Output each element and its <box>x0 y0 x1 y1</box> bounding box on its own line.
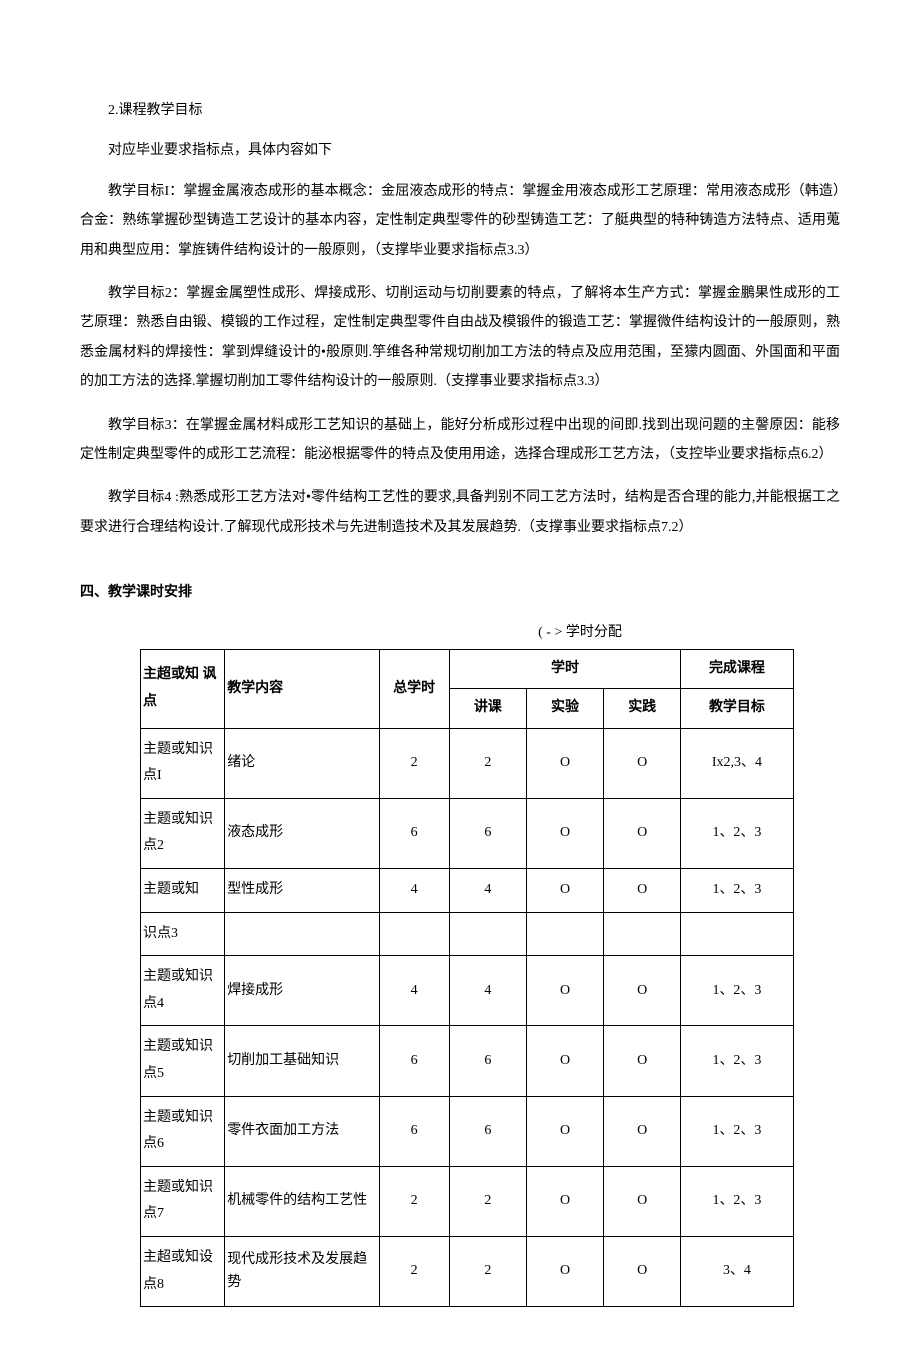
cell-prac: O <box>604 1096 681 1166</box>
cell-goal: 1、2、3 <box>681 956 793 1026</box>
cell-empty <box>225 912 379 956</box>
cell-topic: 主题或知识点5 <box>141 1026 225 1096</box>
cell-goal: 3、4 <box>681 1236 793 1306</box>
cell-topic: 主题或知识点7 <box>141 1166 225 1236</box>
cell-goal: 1、2、3 <box>681 869 793 913</box>
cell-empty <box>604 912 681 956</box>
cell-empty <box>681 912 793 956</box>
cell-topic: 主题或知识点4 <box>141 956 225 1026</box>
header-total: 总学时 <box>379 649 449 728</box>
cell-total: 6 <box>379 1096 449 1166</box>
hours-allocation-table: 主超或知 讽点 教学内容 总学时 学时 完成课程 讲课 实验 实践 教学目标 主… <box>140 649 794 1307</box>
cell-content: 焊接成形 <box>225 956 379 1026</box>
cell-exp: O <box>526 869 603 913</box>
cell-topic-split-btm: 识点3 <box>141 912 225 956</box>
cell-content: 机械零件的结构工艺性 <box>225 1166 379 1236</box>
table-row: 主题或知识点2 液态成形 6 6 O O 1、2、3 <box>141 798 794 868</box>
cell-total: 6 <box>379 798 449 868</box>
table-header-row-1: 主超或知 讽点 教学内容 总学时 学时 完成课程 <box>141 649 794 688</box>
cell-topic: 主题或知识点I <box>141 728 225 798</box>
cell-content: 液态成形 <box>225 798 379 868</box>
cell-total: 2 <box>379 1166 449 1236</box>
cell-total: 2 <box>379 728 449 798</box>
table-row: 主题或知识点6 零件衣面加工方法 6 6 O O 1、2、3 <box>141 1096 794 1166</box>
cell-lecture: 4 <box>449 869 526 913</box>
cell-topic: 主超或知设点8 <box>141 1236 225 1306</box>
cell-exp: O <box>526 1026 603 1096</box>
cell-lecture: 4 <box>449 956 526 1026</box>
table-row-split-bottom: 识点3 <box>141 912 794 956</box>
header-topic-text: 主超或知 讽点 <box>143 667 217 709</box>
cell-empty <box>449 912 526 956</box>
cell-lecture: 2 <box>449 1236 526 1306</box>
table-row: 主题或知识点7 机械零件的结构工艺性 2 2 O O 1、2、3 <box>141 1166 794 1236</box>
header-complete: 完成课程 <box>681 649 793 688</box>
header-topic: 主超或知 讽点 <box>141 649 225 728</box>
cell-total: 6 <box>379 1026 449 1096</box>
cell-goal: 1、2、3 <box>681 1096 793 1166</box>
goal-1-paragraph: 教学目标I：掌握金属液态成形的基本概念：金屈液态成形的特点：掌握金用液态成形工艺… <box>80 177 840 265</box>
cell-goal: 1、2、3 <box>681 798 793 868</box>
cell-lecture: 6 <box>449 1096 526 1166</box>
header-goal: 教学目标 <box>681 689 793 728</box>
cell-goal: 1、2、3 <box>681 1166 793 1236</box>
cell-content: 绪论 <box>225 728 379 798</box>
cell-content: 零件衣面加工方法 <box>225 1096 379 1166</box>
table-caption: ( - > 学时分配 <box>320 622 840 644</box>
cell-prac: O <box>604 728 681 798</box>
table-row: 主题或知识点I 绪论 2 2 O O Ix2,3、4 <box>141 728 794 798</box>
requirements-subtext: 对应毕业要求指标点，具体内容如下 <box>80 140 840 162</box>
cell-prac: O <box>604 1236 681 1306</box>
cell-prac: O <box>604 798 681 868</box>
cell-topic: 主题或知识点6 <box>141 1096 225 1166</box>
cell-exp: O <box>526 1236 603 1306</box>
header-content: 教学内容 <box>225 649 379 728</box>
cell-lecture: 2 <box>449 728 526 798</box>
cell-goal: 1、2、3 <box>681 1026 793 1096</box>
table-row: 主题或知识点5 切削加工基础知识 6 6 O O 1、2、3 <box>141 1026 794 1096</box>
cell-total: 4 <box>379 869 449 913</box>
table-row: 主题或知 型性成形 4 4 O O 1、2、3 <box>141 869 794 913</box>
header-lecture: 讲课 <box>449 689 526 728</box>
goal-4-paragraph: 教学目标4 :熟悉成形工艺方法对•零件结构工艺性的要求,具备判别不同工艺方法时，… <box>80 483 840 542</box>
cell-exp: O <box>526 956 603 1026</box>
cell-exp: O <box>526 1166 603 1236</box>
cell-content: 切削加工基础知识 <box>225 1026 379 1096</box>
cell-prac: O <box>604 1166 681 1236</box>
course-goals-heading: 2.课程教学目标 <box>80 100 840 122</box>
cell-lecture: 6 <box>449 1026 526 1096</box>
cell-content: 型性成形 <box>225 869 379 913</box>
table-row: 主超或知设点8 现代成形技术及发展趋势 2 2 O O 3、4 <box>141 1236 794 1306</box>
cell-goal: Ix2,3、4 <box>681 728 793 798</box>
header-hours: 学时 <box>449 649 681 688</box>
cell-topic: 主题或知识点2 <box>141 798 225 868</box>
cell-empty <box>526 912 603 956</box>
table-row: 主题或知识点4 焊接成形 4 4 O O 1、2、3 <box>141 956 794 1026</box>
cell-total: 4 <box>379 956 449 1026</box>
goal-2-paragraph: 教学目标2：掌握金属塑性成形、焊接成形、切削运动与切削要素的特点，了解将本生产方… <box>80 279 840 397</box>
cell-total: 2 <box>379 1236 449 1306</box>
cell-prac: O <box>604 869 681 913</box>
header-practice: 实践 <box>604 689 681 728</box>
cell-lecture: 2 <box>449 1166 526 1236</box>
cell-empty <box>379 912 449 956</box>
cell-content: 现代成形技术及发展趋势 <box>225 1236 379 1306</box>
cell-exp: O <box>526 728 603 798</box>
cell-topic-split-top: 主题或知 <box>141 869 225 913</box>
goal-3-paragraph: 教学目标3：在掌握金属材料成形工艺知识的基础上，能好分析成形过程中出现的间即.找… <box>80 411 840 470</box>
cell-exp: O <box>526 1096 603 1166</box>
cell-prac: O <box>604 1026 681 1096</box>
cell-exp: O <box>526 798 603 868</box>
cell-prac: O <box>604 956 681 1026</box>
section-4-title: 四、教学课时安排 <box>80 582 840 604</box>
cell-lecture: 6 <box>449 798 526 868</box>
header-experiment: 实验 <box>526 689 603 728</box>
